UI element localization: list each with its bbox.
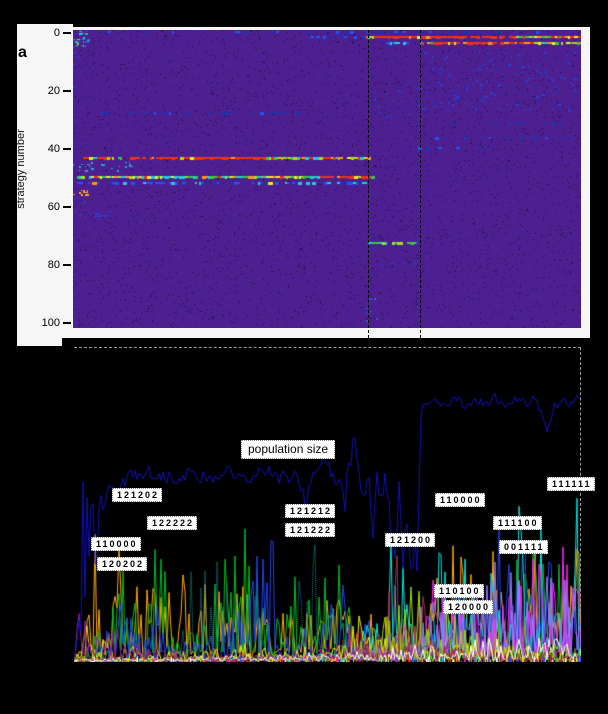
y-tick-mark: [63, 148, 71, 150]
panel-a-foot-patch: [17, 338, 62, 346]
strategy-label-11: 001111: [499, 540, 548, 554]
strategy-label-7: 121200: [385, 533, 436, 547]
dashed-vline-1: [368, 30, 369, 338]
y-tick-label: 0: [53, 27, 60, 39]
strategy-label-1: 121202: [112, 488, 163, 502]
panel-b-top-border: [74, 347, 581, 348]
strategy-label-12: 110100: [434, 584, 484, 598]
strategy-label-9: 111111: [547, 477, 595, 491]
y-tick-mark: [63, 322, 71, 324]
strategy-label-4: 120202: [97, 557, 148, 571]
strategy-label-10: 111100: [493, 516, 542, 530]
strategy-label-8: 110000: [435, 493, 485, 507]
y-tick-label: 100: [41, 317, 60, 329]
strategy-label-2: 122222: [147, 516, 198, 530]
y-tick-mark: [63, 32, 71, 34]
y-tick-mark: [63, 206, 71, 208]
y-tick-label: 40: [47, 143, 60, 155]
heatmap-canvas: [73, 30, 581, 328]
panel-a-top-notch: [73, 24, 590, 27]
y-tick-label: 60: [47, 201, 60, 213]
dashed-vline-2: [420, 30, 421, 338]
strategy-label-6: 121222: [285, 523, 336, 537]
strategy-label-13: 120000: [443, 600, 494, 614]
y-tick-mark: [63, 264, 71, 266]
panel-a-letter: a: [18, 44, 27, 61]
strategy-label-3: 110000: [91, 537, 141, 551]
population-size-label: population size: [241, 440, 336, 459]
y-tick-mark: [63, 90, 71, 92]
strategy-label-5: 121212: [285, 504, 336, 518]
y-tick-label: 20: [47, 85, 60, 97]
y-tick-label: 80: [47, 259, 60, 271]
